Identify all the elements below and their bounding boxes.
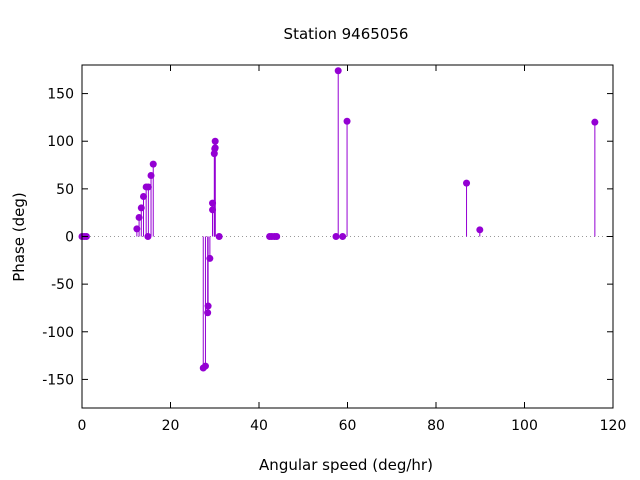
y-tick-label: -100 (42, 325, 74, 341)
x-tick-label: 120 (600, 418, 627, 434)
data-point (211, 137, 219, 145)
data-point (204, 302, 212, 310)
data-point (273, 233, 281, 240)
x-tick-label: 40 (250, 418, 268, 434)
chart-title: Station 9465056 (284, 25, 409, 43)
data-point (144, 183, 152, 191)
x-tick-label: 80 (427, 418, 445, 434)
x-axis-label: Angular speed (deg/hr) (259, 456, 433, 474)
data-point (215, 233, 223, 240)
y-tick-label: -150 (42, 372, 74, 388)
plot-area (78, 67, 613, 372)
data-point (140, 192, 148, 200)
data-point (334, 67, 342, 75)
x-tick-label: 60 (339, 418, 357, 434)
y-tick-label: 100 (47, 134, 74, 150)
x-tick-label: 100 (511, 418, 538, 434)
data-point (339, 233, 347, 240)
y-tick-label: 0 (65, 230, 74, 246)
axes: 0 20 40 60 80 100 120 -150 -100 -50 0 50 100 150 (42, 64, 627, 434)
y-tick-label: 150 (47, 87, 74, 103)
data-point (206, 254, 214, 262)
data-point (343, 117, 351, 125)
data-point (463, 179, 471, 187)
y-tick-label: -50 (51, 277, 74, 293)
x-tick-label: 0 (78, 418, 87, 434)
data-point (591, 118, 599, 126)
y-axis-label: Phase (deg) (10, 192, 28, 282)
data-point (201, 362, 209, 370)
data-point (476, 226, 484, 234)
data-point (149, 160, 157, 168)
data-point (204, 309, 212, 317)
y-tick-label: 50 (56, 182, 74, 198)
x-tick-label: 20 (162, 418, 180, 434)
